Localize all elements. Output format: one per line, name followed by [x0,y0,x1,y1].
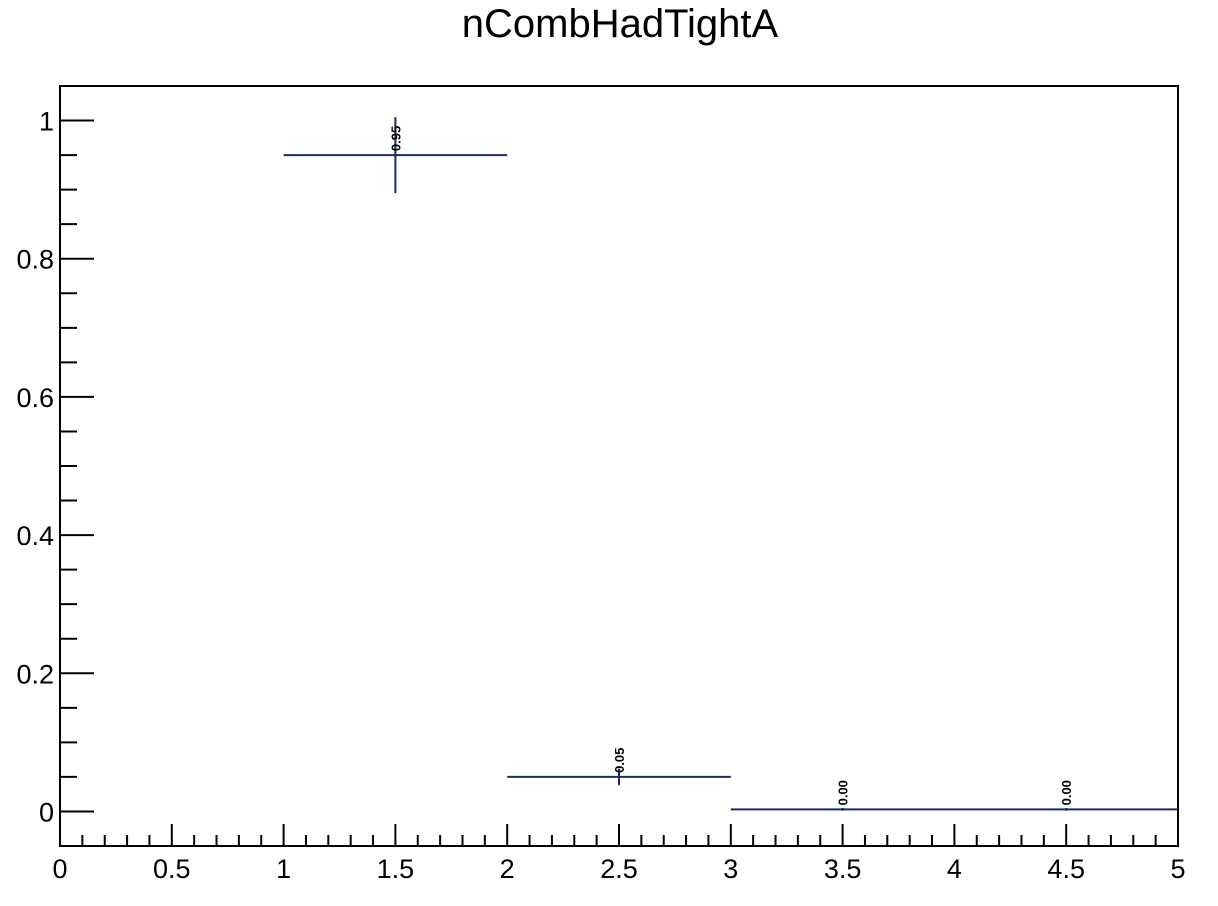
data-label: 0.95 [388,126,403,151]
chart-title: nCombHadTightA [461,2,779,46]
y-tick-label: 0.6 [16,383,54,413]
x-tick-label: 5 [1170,854,1185,884]
x-tick-label: 1 [276,854,291,884]
data-label: 0.00 [1059,780,1074,805]
y-tick-label: 0.4 [16,521,54,551]
data-label: 0.05 [612,748,627,773]
y-tick-label: 1 [39,107,54,137]
plot-frame [59,85,1179,847]
data-label: 0.00 [836,780,851,805]
x-tick-label: 2.5 [600,854,638,884]
y-tick-label: 0.2 [16,659,54,689]
x-tick-label: 1.5 [377,854,415,884]
x-tick-label: 0 [52,854,67,884]
x-tick-label: 4 [947,854,962,884]
x-tick-label: 3.5 [824,854,862,884]
x-tick-label: 0.5 [153,854,191,884]
x-tick-label: 2 [500,854,515,884]
y-tick-label: 0 [39,797,54,827]
x-tick-label: 3 [723,854,738,884]
x-tick-label: 4.5 [1047,854,1085,884]
y-tick-label: 0.8 [16,245,54,275]
